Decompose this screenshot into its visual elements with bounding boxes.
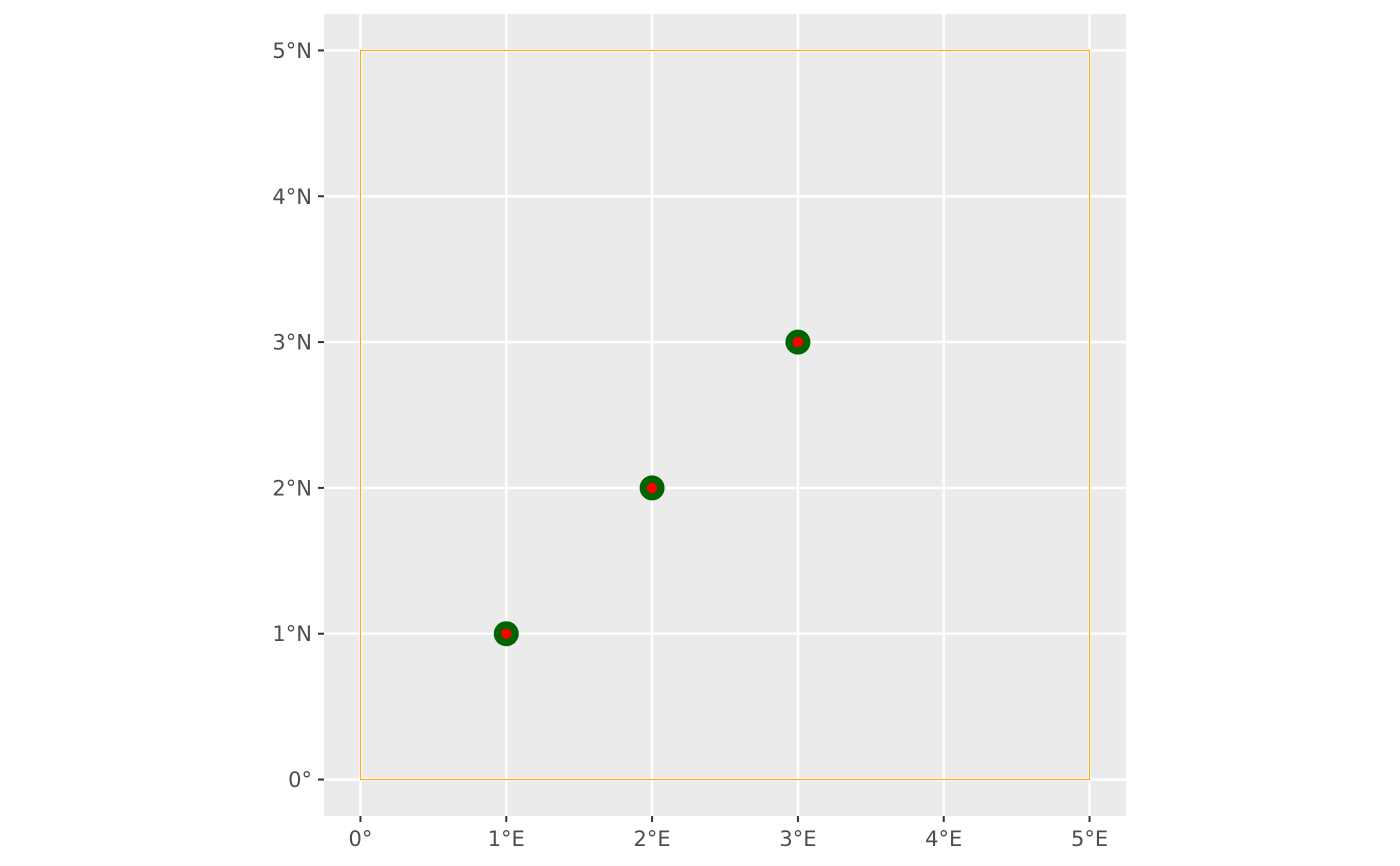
points-layer xyxy=(493,329,811,647)
x-axis: 0° 1°E 2°E 3°E 4°E 5°E xyxy=(349,816,1108,851)
data-point xyxy=(639,475,665,501)
x-tick-label: 2°E xyxy=(634,827,671,851)
y-axis: 0° 1°N 2°N 3°N 4°N 5°N xyxy=(272,39,324,792)
panel-background xyxy=(324,14,1126,816)
point-inner xyxy=(501,628,512,639)
y-tick-label: 4°N xyxy=(272,185,312,209)
x-tick-label: 3°E xyxy=(779,827,816,851)
y-tick-label: 1°N xyxy=(272,622,312,646)
y-tick-label: 5°N xyxy=(272,39,312,63)
data-point xyxy=(493,621,519,647)
x-tick-label: 0° xyxy=(349,827,373,851)
point-inner xyxy=(792,336,804,348)
bounding-box xyxy=(359,49,1091,781)
point-inner xyxy=(646,482,658,494)
x-tick-label: 1°E xyxy=(488,827,525,851)
bounding-box-layer xyxy=(359,49,1091,781)
y-tick-label: 3°N xyxy=(272,331,312,355)
y-tick-label: 0° xyxy=(288,768,312,792)
y-tick-label: 2°N xyxy=(272,476,312,500)
data-point xyxy=(785,329,811,355)
x-tick-label: 4°E xyxy=(925,827,962,851)
x-tick-label: 5°E xyxy=(1071,827,1108,851)
